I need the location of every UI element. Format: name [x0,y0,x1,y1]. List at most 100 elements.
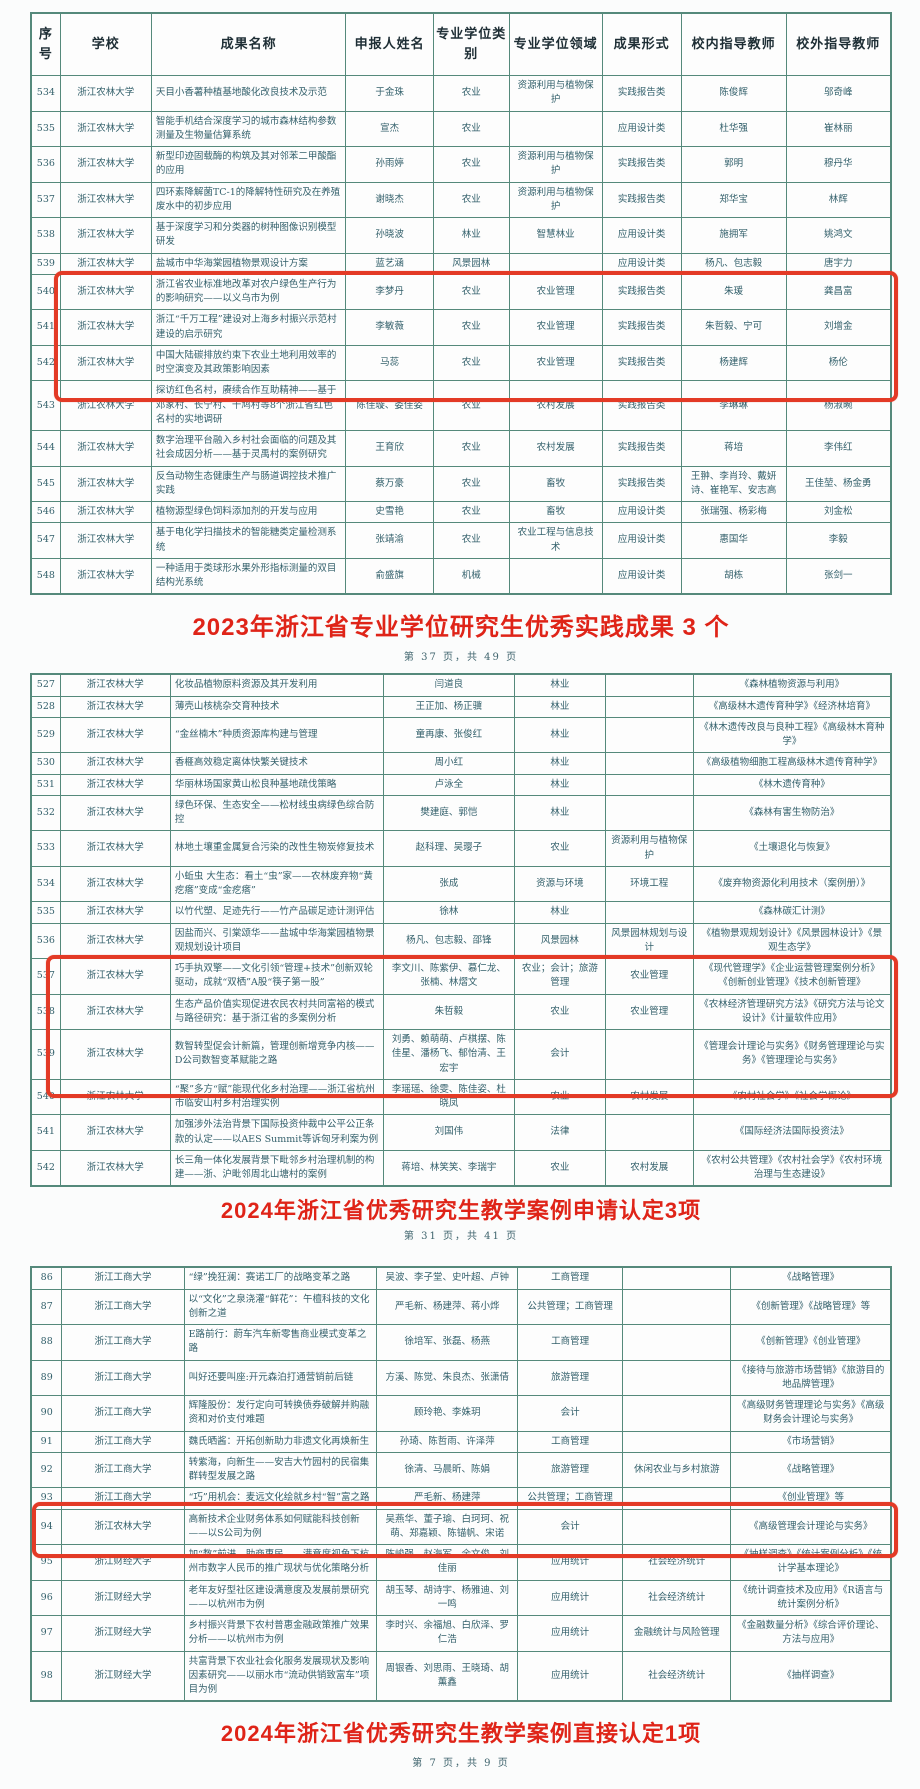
table-cell: 528 [30,695,61,718]
table-cell: 540 [30,273,61,311]
table-cell: 施拥军 [680,217,787,254]
table-cell [508,557,603,595]
table-cell: 浙江工商大学 [61,1288,185,1325]
table-cell: “绿”挽狂澜：赛诺工厂的战略变革之路 [183,1266,378,1290]
table-cell: 小蚯虫 大生态：看土“虫”家——农林废弃物“黄疙瘩”变成“金疙瘩” [169,865,385,903]
table-cell: 农业 [432,181,510,218]
table-cell: 叫好还要叫座:开元森泊打通营销前后链 [183,1359,378,1396]
table-cell: 李瑶瑶、徐雯、陈佳姿、杜晓凤 [383,1078,515,1116]
table-cell: 实践报告类 [601,344,682,382]
table-cell: 浙江农林大学 [59,273,152,311]
table-cell: 《创新管理》《战略管理》等 [730,1288,892,1325]
table-cell: 魏氏晒酱：开拓创新助力非遗文化再焕新生 [183,1430,378,1453]
table-cell: 农业 [513,993,606,1030]
table-cell: 89 [30,1359,63,1396]
table-row: 542 浙江农林大学 长三角一体化发展背景下毗邻乡村治理机制的构建——浙、沪毗邻周北… [30,1149,892,1187]
table-cell: 农业 [513,1149,606,1187]
table-cell: 538 [30,217,61,254]
table-cell: 林地土壤重金属复合污染的改性生物炭修复技术 [169,830,385,867]
table-cell: 浙江农林大学 [59,673,171,697]
table-cell: 《土壤退化与恢复》 [692,830,892,867]
table-cell: 以“文化”之泉浇灌“鲜花”：午檀科技的文化创新之道 [183,1288,378,1325]
table-cell: 浙江农林大学 [59,110,152,147]
section1-page-indicator: 第 37 页，共 49 页 [403,652,519,664]
table-cell: 资源利用与植物保护 [508,75,603,112]
table1-wrapper: 序号 学校 成果名称 申报人姓名 专业学位类别 专业学位领域 成果形式 校内指导教师 校外指导教… [30,12,898,596]
table-cell: 农业工程与信息技术 [508,522,603,559]
table-cell: 541 [30,1114,61,1151]
table-cell: 绿色环保、生态安全——松材线虫病绿色综合防控 [169,794,385,832]
table-cell: 徐培军、张磊、杨燕 [376,1324,519,1361]
table-row: 86 浙江工商大学 “绿”挽狂澜：赛诺工厂的战略变革之路 吴波、李子堂、史叶超、卢钟工… [30,1266,892,1290]
table-cell: 实践报告类 [601,309,682,346]
table-cell: 浙江农林大学 [59,217,152,254]
table-cell [622,1288,732,1325]
table-cell: 浙江农林大学 [59,309,152,346]
table-cell [604,794,694,832]
table-cell: 乡村振兴背景下农村普惠金融政策推广效果分析——以杭州市为例 [183,1615,378,1652]
table-cell: 天目小香薯种植基地酸化改良技术及示范 [150,75,347,112]
table-cell: 林业 [513,752,606,775]
table-cell: 以竹代塑、足迹先行——竹产品碳足迹计测评估 [169,901,385,924]
section-2024-case-application: 527 浙江农林大学 化妆品植物原料资源及其开发利用 闫道良 林业 《森林植物资源与利用》… [30,673,898,1242]
table-row: 537 浙江农林大学 四环素降解菌TC-1的降解特性研究及在养殖废水中的初步应用 谢晓… [30,181,892,218]
table-cell: 朱哲毅 [383,993,515,1030]
table-cell: 浙江工商大学 [61,1266,185,1290]
table-cell: 实践报告类 [601,273,682,311]
table-cell: 资源利用与植物保护 [604,830,694,867]
table-cell: 王育欣 [345,430,434,467]
table-cell: 俞盛旗 [345,557,434,595]
table-cell: 蒋培 [680,430,787,467]
table-row: 529 浙江农林大学 “金丝楠木”种质资源库构建与管理 童再康、张俊红 林业 《林木遗传改… [30,716,892,754]
table-cell: 539 [30,252,61,275]
table-row: 535 浙江农林大学 以竹代塑、足迹先行——竹产品碳足迹计测评估 徐林 林业 《森林碳汇计… [30,901,892,924]
table-cell: 农村发展 [508,380,603,431]
table-cell: 林业 [513,673,606,697]
table-cell: 《废弃物资源化利用技术（案例册）》 [692,865,892,903]
table-cell: 会计 [517,1395,624,1432]
table-cell: 林业 [513,773,606,796]
table-cell: 旅游管理 [517,1359,624,1396]
table-cell: 90 [30,1395,63,1432]
table-cell: 96 [30,1579,63,1616]
table-cell: 休闲农业与乡村旅游 [622,1451,732,1489]
table3-wrapper: 86 浙江工商大学 “绿”挽狂澜：赛诺工厂的战略变革之路 吴波、李子堂、史叶超、卢钟工… [30,1266,898,1703]
table-cell: 《创业管理》等 [730,1487,892,1510]
table-cell [622,1487,732,1510]
table-cell: 因盐而兴、引棠颂华——盐城中华海棠园植物景观规划设计项目 [169,922,385,959]
teaching-case-application-table: 527 浙江农林大学 化妆品植物原料资源及其开发利用 闫道良 林业 《森林植物资源与利用》… [30,673,892,1188]
table-cell [622,1430,732,1453]
table-cell: 吴燕华、董子瑜、白珂珂、祝萌、郑嘉颖、陈锚帆、宋诺 [376,1508,519,1545]
table-cell: 基于电化学扫描技术的智能糖类定量检测系统 [150,522,347,559]
table-cell: 朱瑗 [680,273,787,311]
table-cell: 资源利用与植物保护 [508,181,603,218]
table-row: 93 浙江工商大学 “巧”用机会：麦远文化绘就乡村“智”富之路 严毛新、杨建萍 公共管理… [30,1487,892,1510]
table-row: 538 浙江农林大学 基于深度学习和分类器的树种图像识别模型研发 孙晓波 林业 智慧林业应… [30,217,892,254]
table-cell: 《森林有害生物防治》 [692,794,892,832]
table-cell: 536 [30,146,61,183]
table-row: 90 浙江工商大学 辉隆股份：发行定向可转换债券破解并购融资和对价支付难题 顾玲艳、李… [30,1395,892,1432]
table-cell: 卢泳全 [383,773,515,796]
table-cell: 《创新管理》《创业管理》 [730,1324,892,1361]
table-cell: 《植物景观规划设计》《风景园林设计》《景观生态学》 [692,922,892,959]
table-cell: 孙琦、陈哲雨、许泽萍 [376,1430,519,1453]
table-cell: 林业 [513,695,606,718]
table-cell: 应用统计 [517,1615,624,1652]
table-cell [604,716,694,754]
table-cell: 杨淑畹 [785,380,892,431]
table-row: 532 浙江农林大学 绿色环保、生态安全——松材线虫病绿色综合防控 樊建庭、郭恺 林业 《… [30,794,892,832]
section-2024-case-direct: 86 浙江工商大学 “绿”挽狂澜：赛诺工厂的战略变革之路 吴波、李子堂、史叶超、卢钟工… [30,1266,898,1769]
table-cell: 王正加、杨正骥 [383,695,515,718]
table-cell: 浙江农林大学 [59,958,171,995]
table-cell: 中国大陆碳排放约束下农业土地利用效率的时空演变及其政策影响因素 [150,344,347,382]
table-cell: 农业管理 [508,309,603,346]
table-cell: 唐宇力 [785,252,892,275]
table-row: 530 浙江农林大学 香榧高效稳定离体快繁关键技术 周小红 林业 《高级植物细胞工程高级林… [30,752,892,775]
table-row: 541 浙江农林大学 浙江“千万工程”建设对上海乡村振兴示范村建设的启示研究 李敏薇农… [30,309,892,346]
table-cell: 应用设计类 [601,217,682,254]
table-cell: 浙江农林大学 [59,716,171,754]
table-cell: 吴波、李子堂、史叶超、卢钟 [376,1266,519,1290]
table-cell: 530 [30,752,61,775]
table-cell: 杨建辉 [680,344,787,382]
table-cell: 农业 [432,500,510,524]
